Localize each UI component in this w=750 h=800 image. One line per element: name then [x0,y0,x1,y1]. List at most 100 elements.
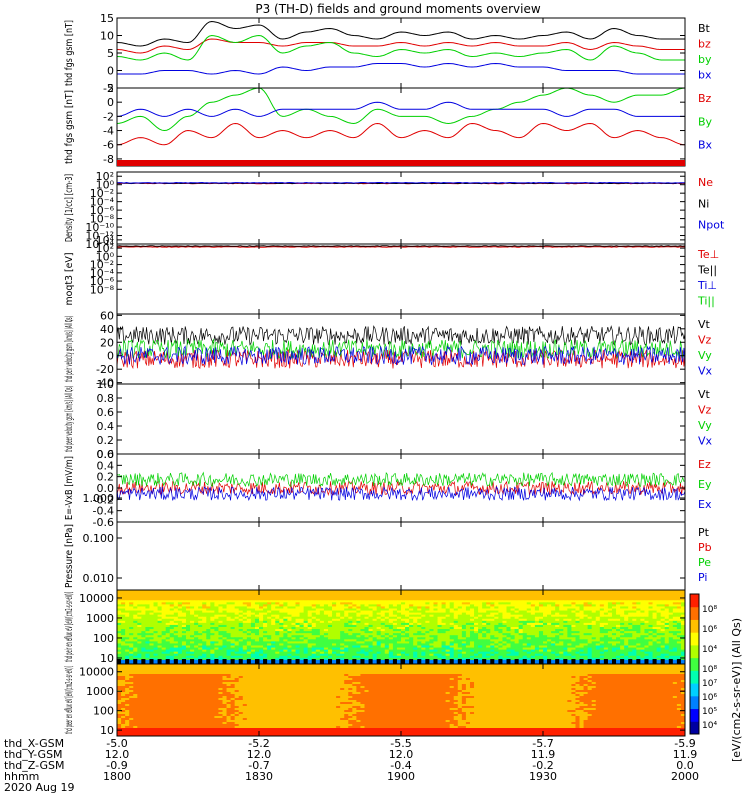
heatmap-cell [202,629,207,632]
heatmap-cell [672,637,678,640]
heatmap-cell [222,637,228,640]
heatmap-cell [315,647,321,651]
heatmap-cell [214,624,220,628]
heatmap-cell [267,606,272,610]
heatmap-cell [421,639,426,642]
heatmap-cell [603,639,609,642]
heatmap-cell [656,633,662,636]
heatmap-cell [141,651,146,655]
heatmap-cell [133,653,138,657]
heatmap-cell [259,645,264,649]
heatmap-cell [307,649,313,653]
heatmap-cell [616,631,621,634]
heatmap-cell [246,624,252,628]
heatmap-cell [380,612,386,616]
heatmap-cell [117,624,122,628]
heatmap-cell [380,592,386,595]
heatmap-cell [246,643,252,647]
heatmap-cell [214,627,220,630]
heatmap-cell [161,592,167,595]
heatmap-cell [287,627,293,630]
heatmap-cell [603,629,609,632]
heatmap-cell [441,624,447,628]
heatmap-cell [555,622,560,626]
heatmap-cell [563,637,568,640]
heatmap-cell [490,629,495,632]
legend-label-3: Pe [698,556,711,569]
heatmap-cell [185,592,191,595]
heatmap-cell [319,639,325,642]
heatmap-cell [238,624,244,628]
heatmap-cell [242,602,248,605]
heatmap-cell [263,592,268,595]
heatmap-cell [676,610,682,614]
heatmap-cell [429,631,435,634]
heatmap-cell [514,622,520,626]
heatmap-cell [218,590,224,593]
heatmap-cell [242,622,248,626]
legend-label-4: Pi [698,571,707,584]
heatmap-cell [198,631,203,634]
heatmap-cell [668,616,674,620]
heatmap-cell [340,598,345,601]
heatmap-cell [624,635,629,638]
heatmap-cell [449,616,455,620]
heatmap-cell [149,590,155,593]
heatmap-cell [522,604,528,608]
heatmap-cell [340,631,345,634]
heatmap-cell [676,620,682,624]
heatmap-cell [230,655,236,659]
heatmap-cell [137,647,142,651]
heatmap-cell [396,616,402,620]
heatmap-cell [246,596,252,599]
heatmap-cell [348,590,353,593]
heatmap-cell [518,629,524,632]
heatmap-cell [173,622,179,626]
heatmap-cell [169,627,175,630]
heatmap-cell [356,631,362,634]
heatmap-cell [319,592,325,595]
heatmap-cell [137,657,142,661]
heatmap-cell [299,645,305,649]
heatmap-cell [640,635,646,638]
heatmap-cell [445,647,451,651]
heatmap-cell [567,647,572,651]
heatmap-cell [291,608,297,612]
heatmap-cell [254,608,260,612]
heatmap-cell [129,604,134,608]
heatmap-cell [417,624,422,628]
heatmap-cell [125,645,130,649]
heatmap-cell [319,620,325,624]
heatmap-cell [445,614,451,618]
heatmap-cell [372,622,378,626]
heatmap-cell [376,645,382,649]
heatmap-cell [145,622,151,626]
heatmap-cell [267,657,272,661]
heatmap-cell [202,649,207,653]
heatmap-cell [169,643,175,647]
heatmap-cell [457,622,463,626]
heatmap-cell [648,620,654,624]
heatmap-cell [291,606,297,610]
heatmap-cell [445,590,451,593]
heatmap-cell [234,641,240,645]
heatmap-cell [279,622,284,626]
heatmap-cell [129,639,134,642]
heatmap-cell [202,647,207,651]
heatmap-cell [226,596,232,599]
heatmap-cell [181,614,187,618]
heatmap-cell [547,629,552,632]
heatmap-cell [149,612,155,616]
heatmap-cell [441,651,447,655]
heatmap-cell [267,594,272,597]
heatmap-cell [543,598,548,601]
heatmap-cell [218,641,224,645]
heatmap-cell [656,624,662,628]
heatmap-cell [482,620,487,624]
heatmap-cell [413,604,418,608]
heatmap-cell [250,600,256,603]
heatmap-cell [214,614,220,618]
heatmap-cell [405,594,410,597]
heatmap-cell [607,643,613,647]
heatmap-cell [664,643,670,647]
